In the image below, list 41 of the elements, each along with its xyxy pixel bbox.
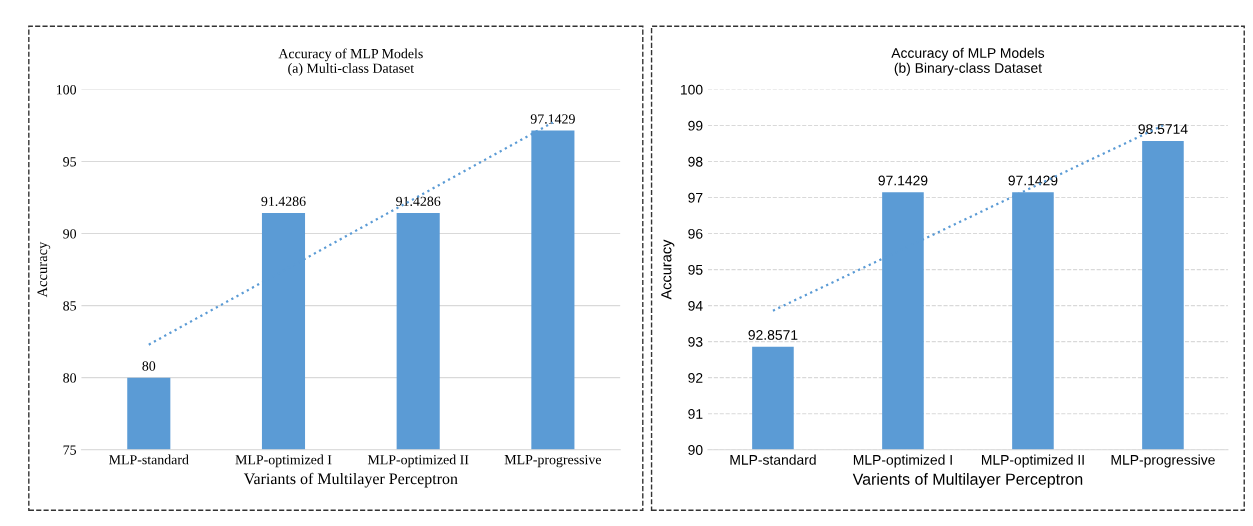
x-tick-label: MLP-optimized II	[367, 454, 469, 468]
x-tick-label: MLP-optimized II	[981, 454, 1084, 468]
x-tick-label: MLP-standard	[730, 454, 816, 465]
y-tick-label: 91	[688, 409, 703, 419]
data-label: 98.5714	[1138, 124, 1188, 134]
y-tick-label: 100	[56, 85, 77, 95]
chart-title: Accuracy of MLP Models	[891, 47, 1045, 61]
y-tick-label: 90	[688, 445, 703, 455]
y-axis-title: Accuracy	[661, 239, 675, 300]
y-tick-label: 96	[688, 228, 703, 239]
y-tick-label: 80	[63, 373, 77, 383]
x-tick-label: MLP-progressive	[504, 454, 602, 468]
data-label: 91.4286	[261, 196, 306, 207]
data-label: 92.8571	[748, 330, 798, 340]
y-tick-label: 95	[688, 264, 703, 275]
data-label: 97.1429	[1008, 175, 1058, 186]
y-tick-label: 90	[63, 229, 77, 239]
y-axis-title: Accuracy	[37, 241, 51, 298]
chart-title: Accuracy of MLP Models	[278, 48, 423, 62]
y-tick-label: 98	[688, 156, 703, 167]
data-label: 97.1429	[530, 114, 575, 124]
x-tick-label: MLP-progressive	[1111, 454, 1215, 468]
y-tick-label: 97	[688, 192, 703, 203]
data-label: 97.1429	[878, 175, 928, 186]
x-tick-label: MLP-optimized I	[853, 454, 952, 468]
y-tick-label: 93	[688, 336, 703, 347]
chart-subtitle: (a) Multi-class Dataset	[288, 63, 415, 76]
y-tick-label: 75	[63, 445, 77, 455]
x-axis-title: Variants of Multilayer Perceptron	[243, 472, 458, 488]
chart-subtitle: (b) Binary-class Dataset	[894, 62, 1042, 76]
y-tick-label: 95	[63, 157, 77, 167]
y-tick-label: 92	[688, 373, 703, 383]
data-label: 91.4286	[396, 196, 441, 207]
y-tick-label: 100	[680, 84, 703, 95]
x-tick-label: MLP-optimized I	[235, 454, 332, 468]
y-tick-label: 94	[688, 300, 703, 311]
y-tick-label: 85	[63, 301, 77, 311]
y-tick-label: 99	[688, 120, 703, 131]
data-label: 80	[142, 361, 156, 371]
x-tick-label: MLP-standard	[109, 454, 189, 465]
x-axis-title: Varients of Multilayer Perceptron	[852, 473, 1083, 488]
